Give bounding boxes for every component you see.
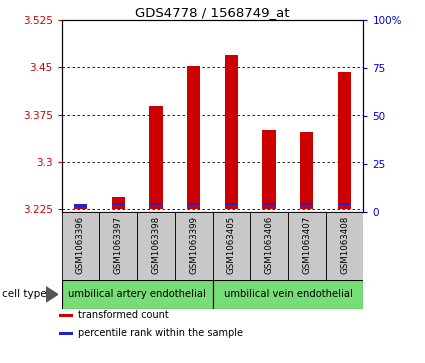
Bar (175, 212, 212, 280)
Title: GDS4778 / 1568749_at: GDS4778 / 1568749_at (135, 6, 290, 19)
Bar (338, 203, 351, 205)
Text: transformed count: transformed count (78, 310, 169, 320)
Bar (187, 66, 200, 209)
Bar (250, 212, 288, 280)
Bar (263, 130, 276, 209)
Bar (62, 280, 212, 309)
Text: GSM1063406: GSM1063406 (265, 216, 274, 274)
Bar (212, 280, 363, 309)
Text: GSM1063397: GSM1063397 (114, 216, 123, 274)
Text: GSM1063399: GSM1063399 (189, 216, 198, 274)
Text: percentile rank within the sample: percentile rank within the sample (78, 328, 243, 338)
Bar (326, 212, 363, 280)
Bar (137, 212, 175, 280)
Bar (112, 203, 125, 205)
Bar (62, 212, 99, 280)
Bar (112, 197, 125, 209)
Bar (300, 203, 313, 205)
Bar (99, 212, 137, 280)
Bar (300, 132, 313, 209)
Bar (212, 212, 250, 280)
Bar (74, 204, 87, 207)
Text: GSM1063396: GSM1063396 (76, 216, 85, 274)
Bar (187, 203, 200, 205)
Bar (263, 203, 276, 205)
Text: cell type: cell type (2, 289, 47, 299)
Text: GSM1063407: GSM1063407 (302, 216, 311, 274)
Text: umbilical vein endothelial: umbilical vein endothelial (224, 289, 352, 299)
Bar (288, 212, 326, 280)
Bar (225, 55, 238, 209)
Bar (149, 203, 162, 205)
Text: GSM1063408: GSM1063408 (340, 216, 349, 274)
Bar (60, 314, 73, 317)
Bar (74, 207, 87, 209)
Polygon shape (46, 287, 58, 302)
Text: GSM1063405: GSM1063405 (227, 216, 236, 274)
Bar (60, 332, 73, 335)
Bar (225, 203, 238, 205)
Text: GSM1063398: GSM1063398 (151, 216, 160, 274)
Text: umbilical artery endothelial: umbilical artery endothelial (68, 289, 206, 299)
Bar (149, 106, 162, 209)
Bar (338, 72, 351, 209)
